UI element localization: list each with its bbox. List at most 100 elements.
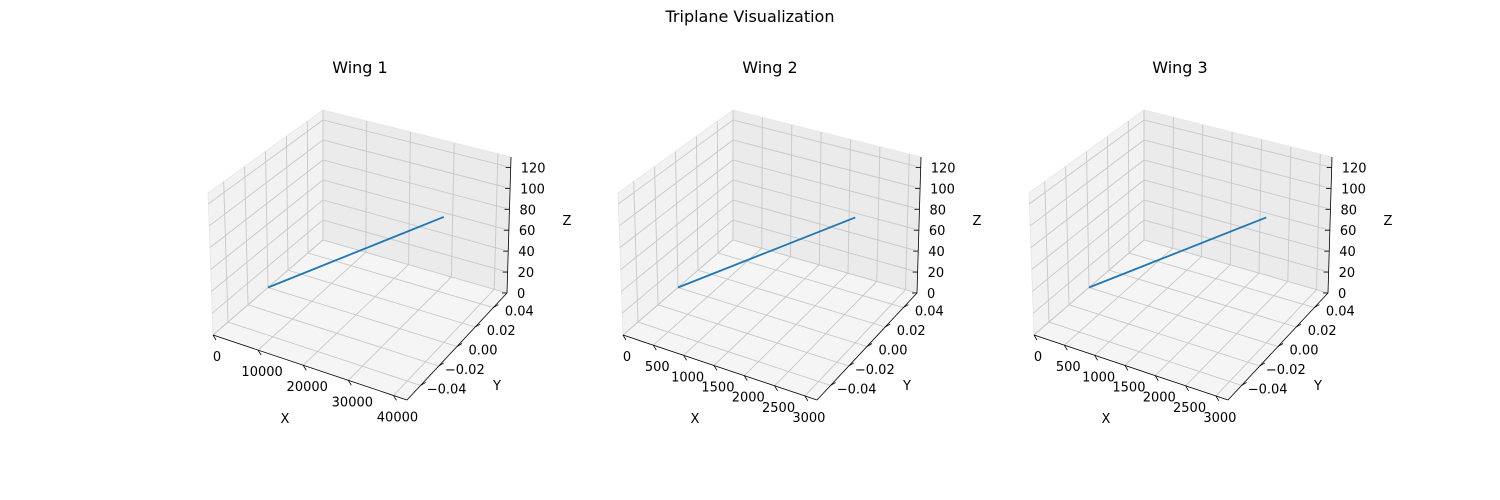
y-tick xyxy=(903,304,909,308)
x-axis-label: X xyxy=(281,412,290,427)
z-tick-label: 100 xyxy=(520,182,545,197)
x-tick xyxy=(1033,334,1038,341)
x-tick xyxy=(257,349,262,356)
z-tick-label: 0 xyxy=(1338,287,1346,302)
z-gridline xyxy=(1029,139,1332,227)
x-tick-label: 2500 xyxy=(1173,401,1206,416)
x-tick-label: 1500 xyxy=(701,380,734,395)
z-tick-label: 20 xyxy=(518,266,535,281)
z-tick-label: 20 xyxy=(1339,266,1356,281)
x-axis-label: X xyxy=(1102,412,1111,427)
z-gridline xyxy=(1029,119,1332,205)
y-tick-label: −0.02 xyxy=(445,363,485,378)
z-axis-line xyxy=(1327,156,1333,294)
z-tick-label: 20 xyxy=(928,266,945,281)
z-gridline xyxy=(618,119,921,205)
y-tick xyxy=(1295,323,1302,328)
y-tick-label: 0.00 xyxy=(1290,344,1319,359)
z-gridline xyxy=(619,159,920,248)
y-tick xyxy=(1241,382,1247,386)
z-tick-label: 40 xyxy=(518,245,535,260)
z-gridline xyxy=(1033,239,1329,336)
y-tick xyxy=(493,304,499,308)
y-tick xyxy=(884,323,891,328)
subplot-title: Wing 3 xyxy=(1152,58,1207,77)
z-tick-label: 120 xyxy=(521,161,546,176)
z-gridline xyxy=(622,239,918,336)
x-tick xyxy=(622,334,627,341)
series-line xyxy=(677,216,856,289)
z-gridline xyxy=(210,179,509,270)
z-tick-label: 40 xyxy=(928,245,945,260)
series-line xyxy=(267,216,445,289)
z-gridline xyxy=(618,139,921,227)
z-gridline xyxy=(208,119,511,205)
x-axis-label: X xyxy=(691,412,700,427)
z-tick-label: 40 xyxy=(1339,245,1356,260)
y-tick xyxy=(866,343,873,347)
x-tick-label: 1000 xyxy=(1082,370,1115,385)
x-tick xyxy=(1185,385,1189,391)
z-axis-label: Z xyxy=(973,214,982,229)
x-tick-label: 1000 xyxy=(671,370,704,385)
z-gridline xyxy=(1032,199,1330,292)
x-tick xyxy=(348,380,352,386)
z-tick-label: 0 xyxy=(517,287,525,302)
z-tick-label: 60 xyxy=(1340,224,1357,239)
z-gridline xyxy=(211,219,508,314)
y-tick-label: −0.04 xyxy=(837,382,877,397)
x-axis-line xyxy=(1033,334,1229,401)
y-tick xyxy=(474,323,481,328)
y-tick xyxy=(830,382,836,386)
y-tick-label: −0.02 xyxy=(1266,363,1306,378)
z-tick-label: 80 xyxy=(1340,203,1357,218)
x-tick-label: 0 xyxy=(1034,350,1042,365)
x-tick xyxy=(1124,365,1129,371)
y-tick-label: −0.02 xyxy=(855,363,895,378)
x-tick xyxy=(1094,355,1098,361)
series-line xyxy=(1088,216,1267,289)
x-tick-label: 20000 xyxy=(287,380,328,395)
z-gridline xyxy=(208,139,511,227)
z-gridline xyxy=(209,159,510,248)
x-tick xyxy=(713,365,718,371)
x-tick-label: 2000 xyxy=(732,391,765,406)
z-gridline xyxy=(1030,159,1331,248)
y-tick-label: 0.02 xyxy=(487,324,516,339)
z-gridline xyxy=(1031,179,1330,270)
x-tick-label: 0 xyxy=(623,350,631,365)
x-tick xyxy=(652,344,657,351)
x-tick-label: 0 xyxy=(213,350,221,365)
y-tick-label: 0.04 xyxy=(505,305,534,320)
y-tick xyxy=(1277,343,1284,347)
y-axis-label: Y xyxy=(492,379,501,394)
x-axis-line xyxy=(212,334,408,401)
y-tick-label: −0.04 xyxy=(427,382,467,397)
x-tick xyxy=(683,355,687,361)
x-axis-line xyxy=(622,334,818,401)
z-axis-line xyxy=(916,156,922,294)
x-tick-label: 30000 xyxy=(332,395,373,410)
z-gridline xyxy=(621,219,918,314)
y-tick-label: 0.04 xyxy=(1326,305,1355,320)
y-tick xyxy=(1314,304,1320,308)
z-tick-label: 60 xyxy=(929,224,946,239)
figure-title: Triplane Visualization xyxy=(665,7,835,26)
z-tick-label: 60 xyxy=(519,224,536,239)
x-tick-label: 500 xyxy=(645,360,670,375)
y-tick xyxy=(1259,362,1266,367)
z-tick-label: 80 xyxy=(929,203,946,218)
z-gridline xyxy=(211,199,509,292)
z-axis-line xyxy=(506,156,512,294)
x-tick-label: 3000 xyxy=(792,411,825,426)
x-tick-label: 10000 xyxy=(241,365,282,380)
z-gridline xyxy=(620,179,919,270)
y-tick-label: −0.04 xyxy=(1248,382,1288,397)
x-tick xyxy=(1154,375,1159,381)
z-tick-label: 80 xyxy=(519,203,536,218)
y-tick-label: 0.04 xyxy=(915,305,944,320)
